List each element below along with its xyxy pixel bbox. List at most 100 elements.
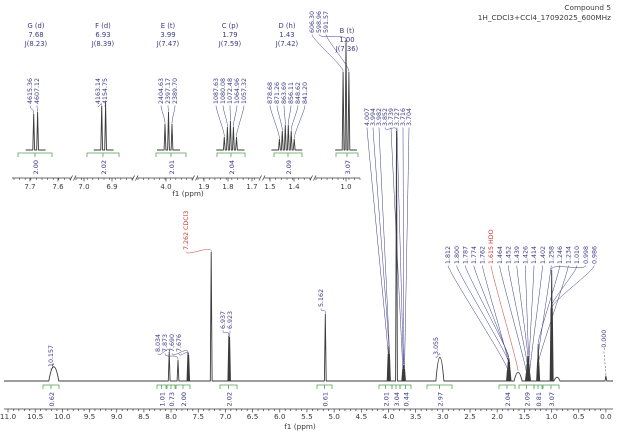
peak-label: 10.157	[48, 345, 55, 367]
integral-bracket	[498, 384, 516, 389]
peak-label: 1.414	[531, 246, 538, 264]
axis-tick-label: 9.5	[84, 412, 96, 421]
label-connector	[404, 127, 410, 369]
axis-tick-label: 6.5	[247, 412, 259, 421]
integral-value: 2.04	[504, 392, 512, 406]
integral-value: 3.07	[548, 392, 556, 406]
inset-peak-label: 2397.17	[165, 78, 172, 104]
label-connector	[402, 127, 405, 365]
inset-axis-tick-label: 6.9	[106, 183, 117, 191]
axis-tick-label: 8.5	[138, 412, 150, 421]
axis-tick-label: 10.0	[54, 412, 71, 421]
multiplet-header: D (h)	[278, 22, 295, 30]
inset-peak-label: 848.62	[295, 82, 302, 104]
spectrum-trace	[4, 130, 613, 382]
label-connector	[233, 105, 238, 127]
label-connector	[157, 349, 170, 355]
integral-bracket	[42, 384, 60, 389]
label-connector	[499, 265, 527, 373]
inset-multiplet-trace	[25, 111, 46, 151]
axis-tick-label: 0.0	[600, 412, 612, 421]
label-connector	[215, 105, 225, 137]
peak-label: 0.998	[583, 246, 590, 264]
axis-break	[192, 175, 198, 181]
inset-axis-tick-label: 7.0	[78, 183, 89, 191]
peak-label: 3.982	[376, 108, 383, 126]
axis-break-slash	[69, 175, 73, 181]
integral-value: 2.09	[523, 392, 531, 406]
label-connector	[372, 127, 390, 346]
integral-bracket	[542, 384, 560, 389]
label-connector	[482, 265, 511, 370]
axis-break-slash	[195, 175, 199, 181]
integral-value: 2.02	[100, 160, 108, 174]
peak-label: 7.676	[176, 334, 183, 352]
axis-break-slash	[73, 175, 77, 181]
peak-label: 1.246	[557, 246, 564, 264]
peak-label: 3.704	[406, 108, 413, 126]
label-connector	[222, 105, 228, 127]
inset-axis-tick-label: 1.0	[340, 183, 351, 191]
peak-label: 4.007	[364, 108, 371, 126]
integral-bracket	[518, 384, 535, 389]
label-connector	[525, 265, 529, 356]
label-connector	[507, 265, 528, 364]
axis-tick-label: 9.0	[111, 412, 123, 421]
multiplet-header: J(7.42)	[275, 40, 299, 48]
inset-axis-tick-label: 1.4	[288, 183, 300, 191]
label-connector	[288, 105, 292, 125]
inset-peak-label: 4615.36	[27, 78, 34, 104]
label-connector	[164, 353, 179, 360]
inset-axis-tick-label: 1.9	[198, 183, 209, 191]
axis-break-slash	[131, 175, 135, 181]
integral-bracket	[155, 152, 187, 157]
inset-peak-label: 1080.08	[220, 78, 227, 104]
axis-break-slash	[135, 175, 139, 181]
label-connector	[50, 363, 55, 370]
peak-label: 7.690	[169, 334, 176, 352]
integral-value: 2.97	[436, 392, 444, 406]
label-connector	[269, 105, 280, 139]
multiplet-header: 1.43	[279, 31, 294, 39]
axis-tick-label: 4.0	[383, 412, 395, 421]
peak-label: 1.615 HDO	[488, 229, 495, 264]
integral-value: 0.44	[402, 392, 410, 406]
inset-peak-label: 2404.63	[158, 78, 165, 104]
peak-label: 3.852	[382, 108, 389, 126]
axis-break-slash	[191, 175, 195, 181]
multiplet-header: J(7.36)	[335, 45, 359, 53]
label-connector	[473, 265, 510, 362]
inset-peak-label: 4163.14	[95, 78, 102, 104]
inset-multiplet-trace	[216, 120, 245, 151]
integral-bracket	[166, 384, 176, 389]
label-connector	[537, 265, 561, 344]
axis-break	[259, 175, 265, 181]
compound-title: Compound 5	[564, 3, 611, 12]
multiplet-header: J(7.47)	[156, 40, 180, 48]
peak-label: 8.034	[155, 334, 162, 352]
integral-value: 2.01	[382, 392, 390, 406]
multiplet-header: C (p)	[222, 22, 239, 30]
integral-bracket	[216, 152, 246, 157]
peak-label: 6.937	[220, 311, 227, 329]
label-connector	[384, 127, 397, 131]
integral-value: 2.00	[32, 160, 40, 174]
integral-value: 2.01	[168, 160, 176, 174]
peak-label: 1.010	[574, 246, 581, 264]
axis-tick-label: 2.0	[491, 412, 503, 421]
peak-label: 0.986	[591, 246, 598, 264]
label-connector	[603, 351, 607, 376]
label-connector	[378, 127, 390, 354]
label-connector	[538, 265, 569, 362]
peak-label: -0.000	[601, 330, 608, 350]
axis-tick-label: 4.5	[356, 412, 368, 421]
integral-value: 2.02	[225, 392, 233, 406]
peak-label: 1.762	[480, 246, 487, 264]
axis-break-slash	[313, 175, 317, 181]
peak-label: 1.402	[540, 246, 547, 264]
label-connector	[537, 265, 552, 362]
inset-multiplet-trace	[93, 103, 114, 151]
integral-bracket	[219, 384, 238, 389]
integral-value: 0.62	[48, 392, 56, 406]
